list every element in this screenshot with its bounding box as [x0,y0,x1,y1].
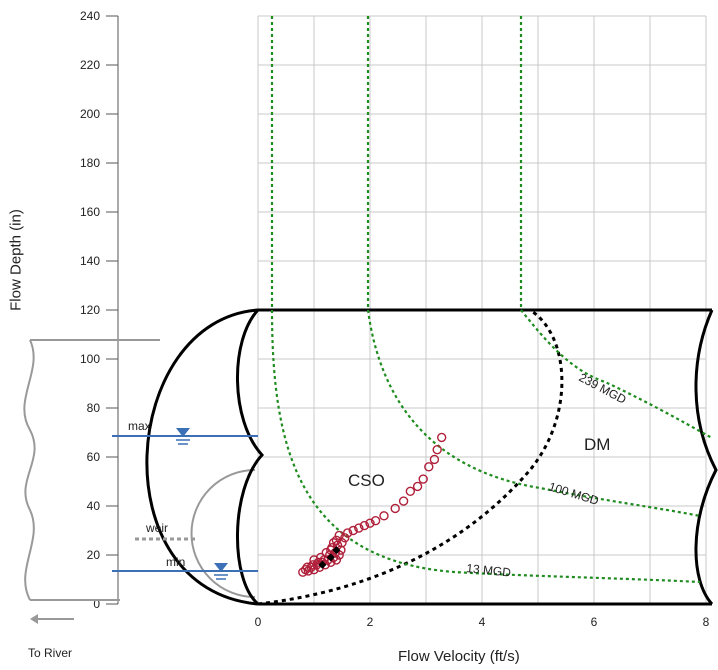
x-tick-label: 0 [255,615,262,629]
annotation-min: min [166,555,185,569]
y-tick-label: 220 [80,58,100,72]
sewer-pipe-drawing [145,308,718,606]
data-point [412,481,423,492]
iso-flow-label-13: 13 MGD [466,561,512,580]
outfall-pipe-drawing [23,339,256,601]
y-tick-label: 40 [87,499,101,513]
river-arrow-icon [30,614,74,624]
data-point [354,523,364,533]
data-point-diamond [318,560,327,569]
water-level-marks [112,428,258,580]
data-point [365,518,375,528]
y-tick-label: 200 [80,107,100,121]
data-point [308,560,318,570]
data-point [390,503,400,514]
data-point [436,432,447,443]
data-point [337,538,347,548]
y-tick-label: 120 [80,303,100,317]
data-point [321,547,332,558]
x-tick-label: 6 [591,615,598,629]
region-label-cso: CSO [348,471,385,490]
data-point [418,474,428,484]
data-point [432,444,442,455]
x-tick-label: 8 [703,615,710,629]
iso-flow-label-100: 100 MGD [547,479,601,507]
y-tick-label: 140 [80,254,100,268]
data-points [298,432,447,577]
data-point [370,516,381,526]
iso-flow-label-239: 239 MGD [577,370,629,407]
y-tick-label: 180 [80,156,100,170]
y-tick-label: 0 [93,597,100,611]
x-tick-label: 2 [367,615,374,629]
region-label-dm: DM [584,435,610,454]
data-point [348,525,358,536]
data-point [405,486,416,496]
data-point-diamond [326,553,335,562]
annotation-max: max [128,419,151,433]
data-point [379,511,389,521]
y-axis-label: Flow Depth (in) [7,209,25,311]
data-point [429,454,440,465]
x-tick-label: 4 [479,615,486,629]
annotation-weir: weir [145,521,168,535]
data-point-diamond [332,546,341,555]
y-tick-label: 160 [80,205,100,219]
data-point [424,462,434,472]
direction-label: To River [28,646,73,660]
data-point [359,520,370,531]
x-axis-label: Flow Velocity (ft/s) [398,648,520,665]
y-tick-label: 240 [80,9,100,23]
data-point [340,533,350,543]
data-point [398,496,409,506]
y-tick-label: 20 [87,548,101,562]
data-point [342,528,353,538]
data-point [302,562,312,572]
y-tick-label: 100 [80,352,100,366]
y-tick-label: 60 [87,450,101,464]
iso-flow-curves [270,16,713,584]
y-tick-label: 80 [87,401,101,415]
data-point [316,552,326,563]
data-point [331,535,342,545]
